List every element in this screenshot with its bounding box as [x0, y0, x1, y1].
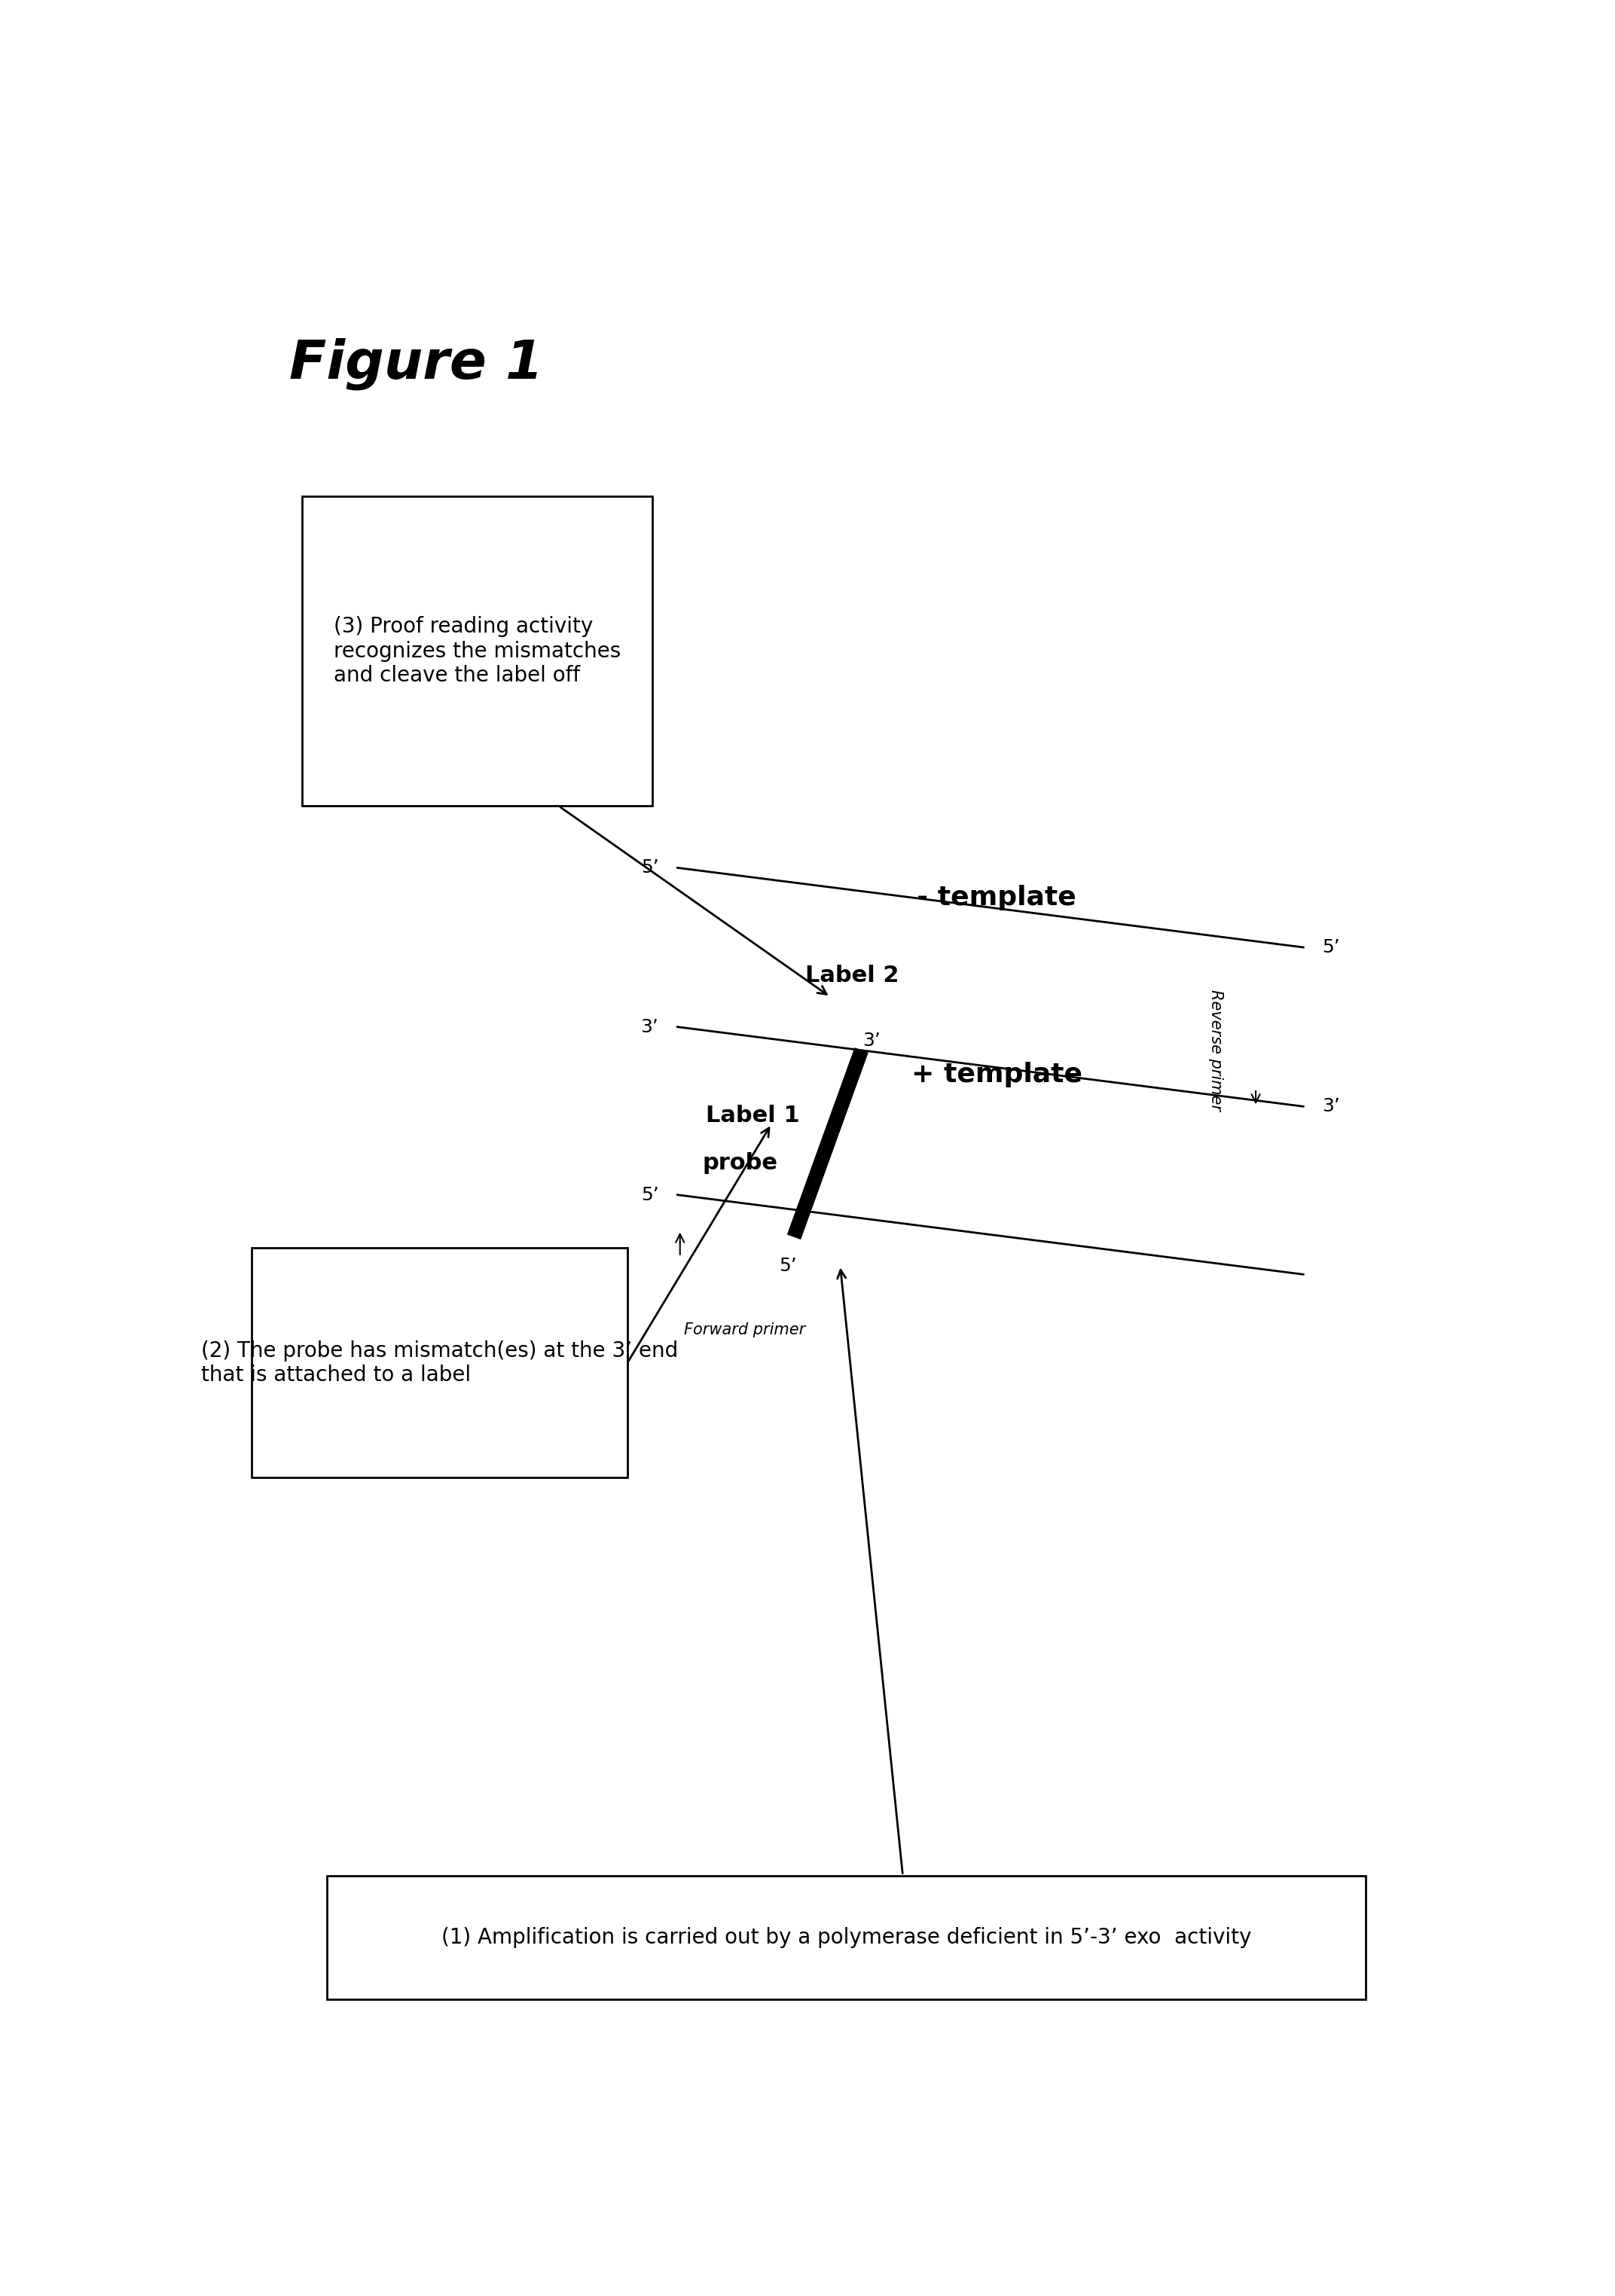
Bar: [302, 496, 652, 806]
Bar: [326, 1876, 1366, 2000]
Text: Figure 1: Figure 1: [289, 338, 544, 390]
Text: 5’: 5’: [641, 1185, 659, 1203]
Text: Forward primer: Forward primer: [683, 1322, 806, 1336]
Text: Label 1: Label 1: [706, 1104, 799, 1127]
Text: 3’: 3’: [862, 1031, 880, 1049]
Text: (1) Amplification is carried out by a polymerase deficient in 5’-3’ exo  activit: (1) Amplification is carried out by a po…: [441, 1926, 1252, 1947]
Text: Label 2: Label 2: [806, 964, 900, 987]
Text: 5’: 5’: [1323, 939, 1340, 957]
Text: 3’: 3’: [1323, 1097, 1340, 1116]
Text: Reverse primer: Reverse primer: [1208, 990, 1223, 1111]
Text: + template: + template: [911, 1061, 1082, 1088]
Text: - template: - template: [917, 884, 1077, 912]
Text: 5’: 5’: [641, 859, 659, 877]
Text: probe: probe: [703, 1153, 778, 1173]
Bar: [252, 1249, 627, 1479]
Text: (3) Proof reading activity
recognizes the mismatches
and cleave the label off: (3) Proof reading activity recognizes th…: [334, 615, 620, 687]
Text: 3’: 3’: [641, 1017, 659, 1035]
Text: 5’: 5’: [778, 1256, 796, 1274]
Text: (2) The probe has mismatch(es) at the 3’ end
that is attached to a label: (2) The probe has mismatch(es) at the 3’…: [202, 1341, 678, 1384]
